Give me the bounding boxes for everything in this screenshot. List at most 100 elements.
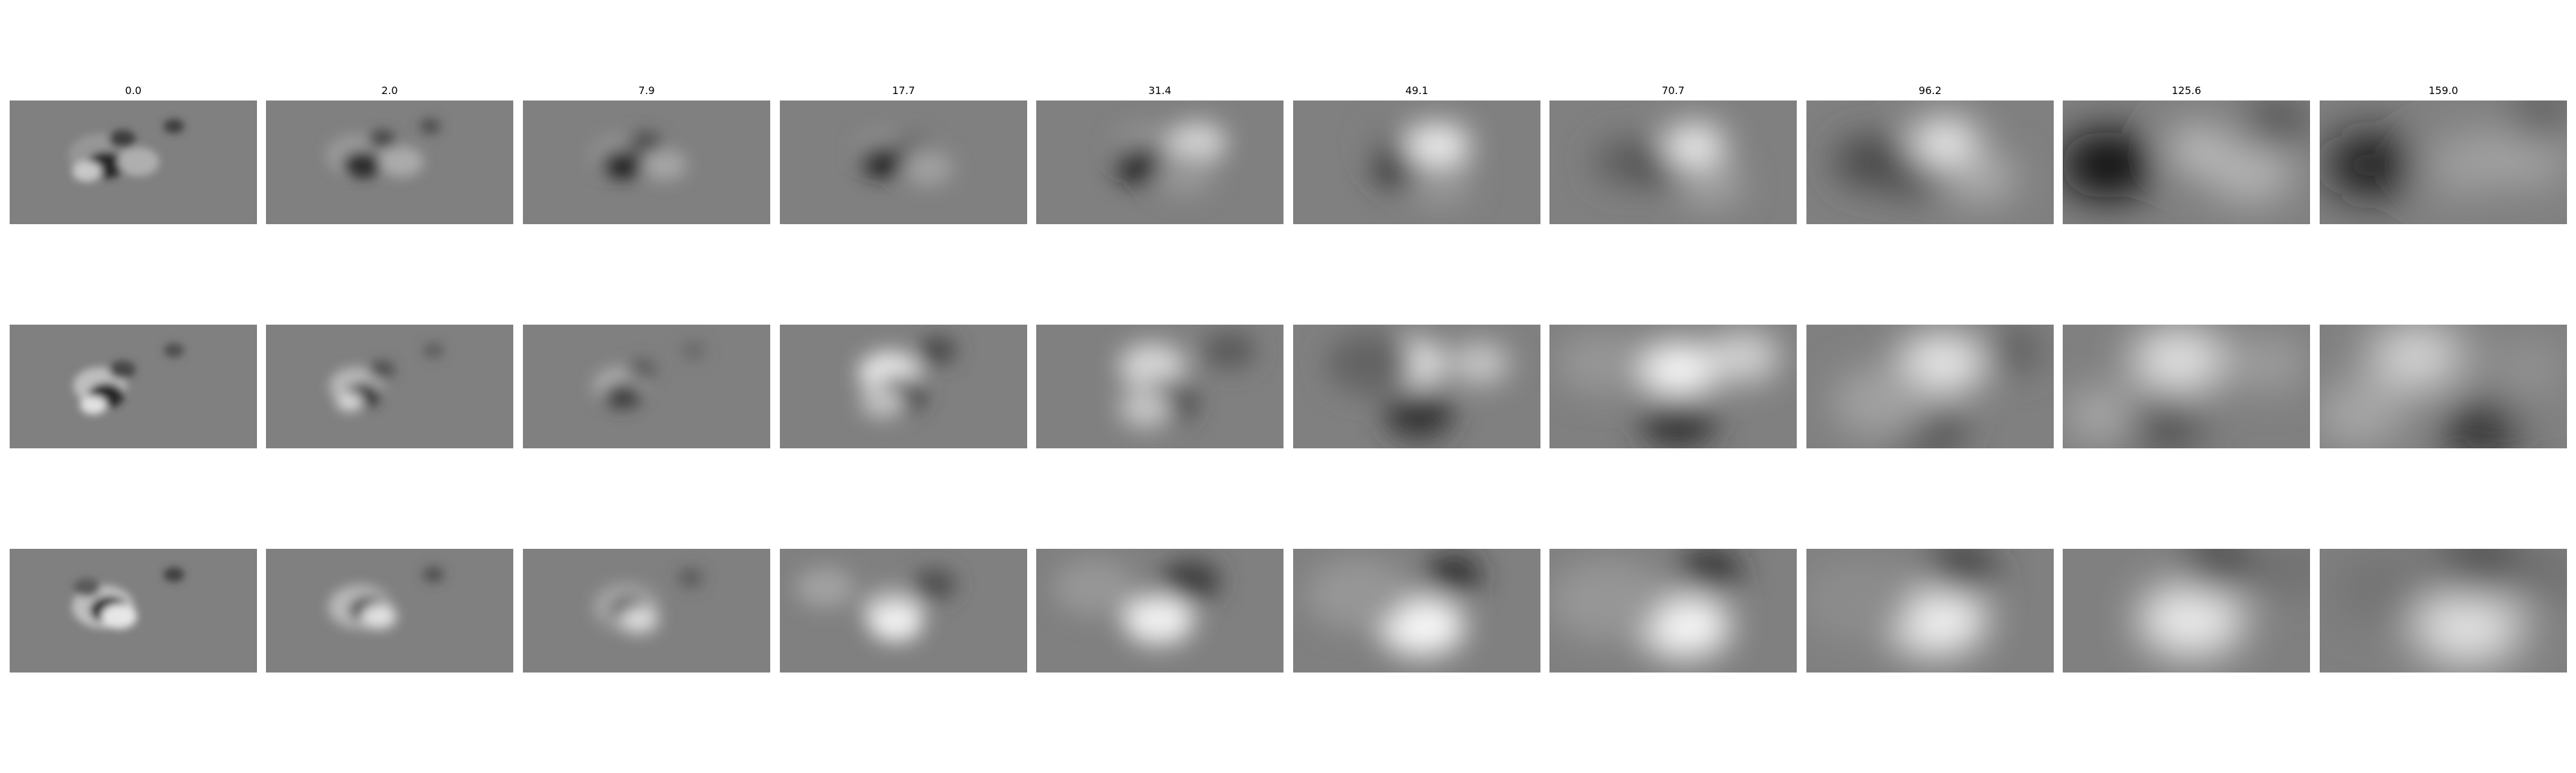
panel-image: [10, 325, 257, 448]
intensity-blob: [1168, 122, 1227, 163]
intensity-blob: [1832, 366, 1936, 438]
intensity-blob: [2424, 139, 2499, 191]
intensity-blob: [2205, 140, 2294, 202]
intensity-blob: [2246, 106, 2305, 147]
image-panel: [523, 100, 770, 224]
panel-image: [1036, 100, 1283, 224]
intensity-blob: [2115, 390, 2204, 448]
intensity-blob: [1410, 162, 1473, 206]
image-panel: [1549, 100, 1797, 224]
intensity-blob: [336, 392, 363, 412]
panel-image: [2320, 325, 2567, 448]
image-panel: [2320, 325, 2567, 448]
intensity-blob: [1385, 391, 1453, 439]
image-panel: [266, 549, 513, 673]
panel-image: [266, 100, 513, 224]
image-panel: [1036, 325, 1283, 448]
panel-image: [1806, 325, 2054, 448]
intensity-blob: [603, 382, 642, 409]
intensity-blob: [681, 342, 706, 359]
panel-image: [266, 325, 513, 448]
panel-image: [1806, 100, 2054, 224]
intensity-blob: [419, 119, 441, 134]
intensity-blob: [601, 150, 644, 180]
panel-image: [1293, 100, 1540, 224]
intensity-blob: [918, 337, 957, 364]
image-panel: [523, 549, 770, 673]
column-title: 159.0: [2429, 84, 2458, 97]
intensity-blob: [163, 119, 185, 134]
intensity-blob: [1943, 152, 2018, 204]
panel-background: [266, 325, 513, 448]
intensity-blob: [1927, 549, 1995, 595]
intensity-blob: [117, 147, 160, 177]
intensity-blob: [1983, 330, 2042, 371]
image-panel: [1293, 325, 1540, 448]
panel-image: [1549, 549, 1797, 673]
panel-image: [2063, 100, 2310, 224]
intensity-blob: [1911, 119, 1979, 166]
image-panel: [2063, 325, 2310, 448]
intensity-blob: [2064, 389, 2139, 441]
panel-image: [2063, 325, 2310, 448]
intensity-blob: [902, 150, 954, 186]
panel-image: [1549, 325, 1797, 448]
intensity-blob: [1677, 161, 1744, 207]
intensity-blob: [2509, 100, 2567, 140]
intensity-blob: [2514, 549, 2567, 600]
image-panel: [266, 100, 513, 224]
column-title: 7.9: [638, 84, 655, 97]
intensity-blob: [1549, 559, 1667, 642]
intensity-blob: [1557, 332, 1645, 394]
intensity-blob: [1450, 343, 1510, 384]
intensity-blob: [163, 567, 185, 582]
intensity-blob: [109, 360, 136, 379]
panel-image: [523, 100, 770, 224]
intensity-blob: [422, 567, 444, 582]
image-panel: [1806, 100, 2054, 224]
intensity-blob: [368, 360, 395, 379]
panel-image: [780, 100, 1027, 224]
intensity-blob: [1427, 556, 1481, 593]
image-panel: [2320, 100, 2567, 224]
intensity-blob: [1705, 331, 1780, 383]
intensity-blob: [2231, 338, 2306, 389]
panel-background: [523, 325, 770, 448]
intensity-blob: [2180, 549, 2255, 594]
panel-image: [10, 100, 257, 224]
intensity-blob: [860, 146, 905, 177]
panel-image: [780, 549, 1027, 673]
intensity-blob: [109, 129, 136, 149]
intensity-blob: [1641, 396, 1716, 447]
intensity-blob: [2436, 549, 2525, 599]
intensity-blob: [2130, 327, 2227, 394]
intensity-blob: [678, 569, 703, 586]
intensity-blob: [1119, 343, 1186, 390]
intensity-blob: [422, 343, 444, 358]
intensity-blob: [73, 578, 100, 597]
intensity-blob: [80, 396, 107, 415]
column-title: 49.1: [1405, 84, 1428, 97]
panel-image: [1036, 325, 1283, 448]
image-panel: [1549, 325, 1797, 448]
panel-image: [2063, 549, 2310, 673]
image-panel: [2063, 100, 2310, 224]
intensity-blob: [2138, 582, 2245, 657]
column-title: 96.2: [1918, 84, 1942, 97]
intensity-blob: [2332, 551, 2436, 624]
intensity-blob: [2443, 402, 2518, 448]
panel-image: [1806, 549, 2054, 673]
intensity-blob: [2488, 344, 2563, 396]
panel-image: [266, 549, 513, 673]
image-panel: [523, 325, 770, 448]
column-title: 125.6: [2172, 84, 2201, 97]
intensity-blob: [627, 359, 657, 380]
image-panel: [1806, 549, 2054, 673]
intensity-blob: [1122, 595, 1195, 645]
intensity-blob: [72, 161, 102, 182]
intensity-blob: [1806, 559, 1917, 642]
panel-image: [2320, 100, 2567, 224]
intensity-blob: [1202, 332, 1256, 369]
panel-image: [780, 325, 1027, 448]
intensity-blob: [620, 606, 658, 633]
